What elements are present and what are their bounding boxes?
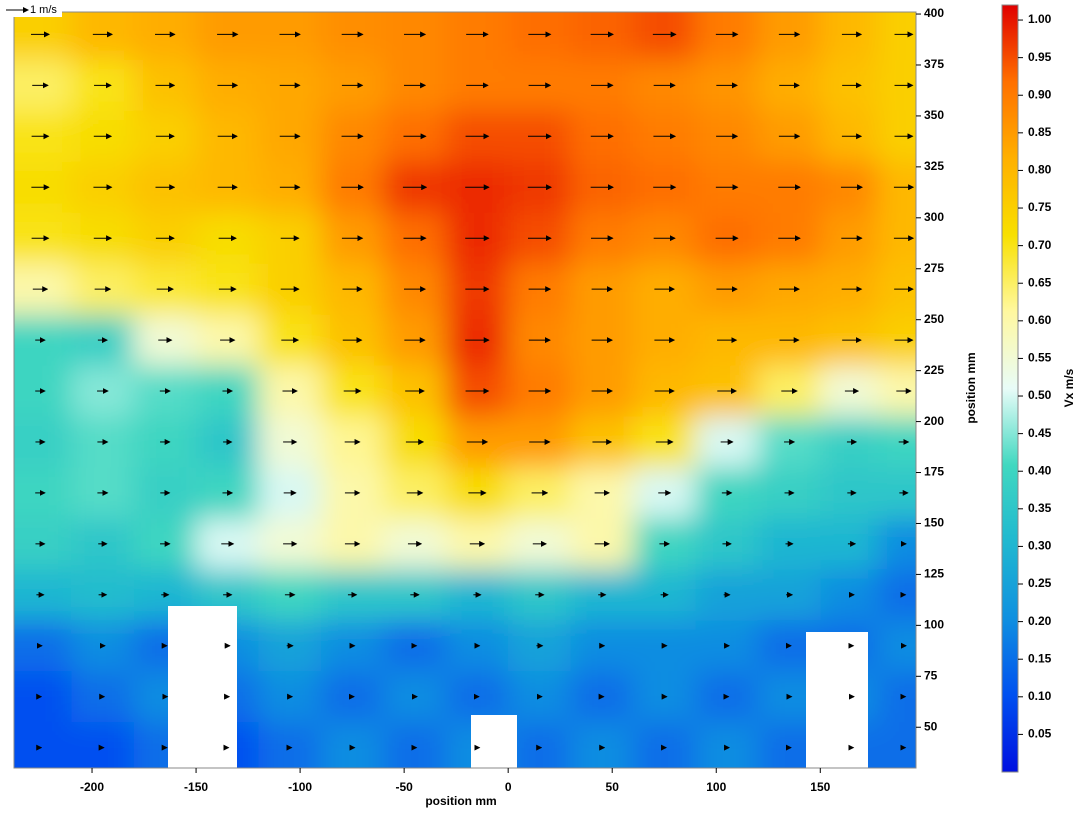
x-tick-label: -50 [395, 780, 413, 794]
heat-cell [133, 12, 197, 61]
heat-cell [877, 110, 916, 163]
colorbar [1001, 4, 1019, 773]
colorbar-tick-label: 0.45 [1028, 426, 1052, 440]
heat-cell [877, 59, 916, 112]
colorbar-tick-label: 1.00 [1028, 12, 1052, 26]
heat-cell [71, 722, 135, 768]
scale-box [2, 2, 62, 17]
heat-cell [14, 620, 72, 672]
y-tick-label: 150 [924, 516, 944, 530]
x-axis-label: position mm [425, 794, 496, 808]
colorbar-tick-label: 0.85 [1028, 125, 1052, 139]
heat-cell [14, 722, 72, 768]
y-tick-label: 300 [924, 210, 944, 224]
colorbar-tick-label: 0.10 [1028, 689, 1052, 703]
colorbar-tick-label: 0.50 [1028, 388, 1052, 402]
heat-cell [757, 12, 821, 61]
colorbar-tick-label: 0.15 [1028, 651, 1052, 665]
colorbar-tick-label: 0.40 [1028, 463, 1052, 477]
heat-cell [633, 722, 696, 768]
y-tick-label: 225 [924, 363, 944, 377]
y-tick-label: 275 [924, 261, 944, 275]
colorbar-tick-label: 0.05 [1028, 727, 1052, 741]
colorbar-tick-label: 0.65 [1028, 275, 1052, 289]
heat-cell [877, 467, 916, 519]
x-tick-label: 0 [505, 780, 512, 794]
heat-cell [877, 161, 916, 214]
heat-cell [570, 722, 634, 768]
y-tick-label: 200 [924, 414, 944, 428]
heat-cell [877, 620, 916, 672]
heat-cell [570, 12, 634, 61]
colorbar-tick-label: 0.55 [1028, 351, 1052, 365]
heat-cell [877, 263, 916, 316]
colorbar-tick-label: 0.20 [1028, 614, 1052, 628]
masks [168, 606, 868, 768]
heat-cell [14, 671, 72, 723]
y-tick-label: 100 [924, 618, 944, 632]
arrows [31, 31, 915, 751]
y-tick-label: 350 [924, 108, 944, 122]
heat-cell [877, 416, 916, 468]
heat-cell [820, 12, 879, 61]
heat-cell [445, 12, 509, 61]
heat-cell [508, 12, 572, 61]
x-tick-label: 150 [810, 780, 830, 794]
heat-cell [508, 722, 572, 768]
colorbar-tick-label: 0.80 [1028, 163, 1052, 177]
heat-cell [14, 12, 72, 61]
heat-cell [877, 212, 916, 265]
heat-cell [71, 12, 135, 61]
heat-cell [320, 12, 384, 61]
colorbar-tick-label: 0.25 [1028, 576, 1052, 590]
heat-cell [695, 722, 759, 768]
colorbar-tick-label: 0.90 [1028, 87, 1052, 101]
x-tick-label: 100 [706, 780, 726, 794]
colorbar-tick-label: 0.35 [1028, 501, 1052, 515]
y-tick-label: 75 [924, 668, 938, 682]
x-tick-label: -200 [80, 780, 104, 794]
x-tick-label: 50 [606, 780, 620, 794]
colorbar-tick-label: 0.30 [1028, 539, 1052, 553]
y-tick-label: 250 [924, 312, 944, 326]
heat-cell [877, 314, 916, 367]
heat-cell [196, 12, 259, 61]
x-tick-label: -150 [184, 780, 208, 794]
plot-frame [13, 11, 917, 769]
y-tick-label: 175 [924, 465, 944, 479]
y-tick-label: 125 [924, 567, 944, 581]
heat-cell [877, 12, 916, 61]
heat-cell [877, 518, 916, 570]
heat-cell [877, 569, 916, 621]
scale-label: 1 m/s [30, 4, 57, 16]
heat-cell [877, 365, 916, 417]
x-tick-label: -100 [288, 780, 312, 794]
y-tick-label: 50 [924, 719, 938, 733]
colorbar-tick-label: 0.70 [1028, 238, 1052, 252]
field [14, 12, 916, 768]
heat-cell [633, 12, 696, 61]
y-tick-label: 325 [924, 159, 944, 173]
y-axis-label: position mm [964, 352, 978, 423]
heat-cell [258, 12, 322, 61]
heat-cell [258, 722, 322, 768]
y-tick-label: 375 [924, 57, 944, 71]
heat-cell [383, 12, 447, 61]
colorbar-tick-label: 0.60 [1028, 313, 1052, 327]
heat-cell [695, 12, 759, 61]
heat-cell [320, 722, 384, 768]
heat-cell [877, 722, 916, 768]
heat-cell [14, 569, 72, 621]
y-tick-label: 400 [924, 6, 944, 20]
colorbar-label: Vx m/s [1062, 368, 1076, 407]
heat-cell [877, 671, 916, 723]
colorbar-tick-label: 0.95 [1028, 50, 1052, 64]
colorbar-tick-label: 0.75 [1028, 200, 1052, 214]
